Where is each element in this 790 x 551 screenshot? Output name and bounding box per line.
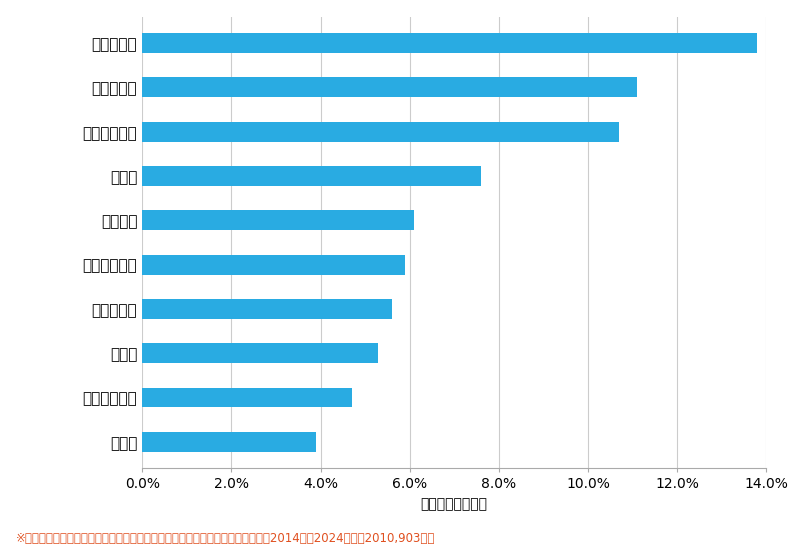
Bar — [142, 78, 637, 98]
Bar — [142, 210, 414, 230]
Bar — [142, 343, 378, 363]
Bar — [142, 387, 352, 407]
Bar — [142, 299, 392, 319]
Bar — [142, 122, 619, 142]
Bar — [142, 255, 405, 274]
Text: ※弊社受付の案件を対象に、受付時に市区町村の回答があったものを集計（期間2014年～2024年、と2010,903件）: ※弊社受付の案件を対象に、受付時に市区町村の回答があったものを集計（期間2014… — [16, 532, 435, 545]
Bar — [142, 432, 316, 452]
X-axis label: 件数の割合（％）: 件数の割合（％） — [421, 497, 487, 511]
Bar — [142, 33, 758, 53]
Bar — [142, 166, 481, 186]
